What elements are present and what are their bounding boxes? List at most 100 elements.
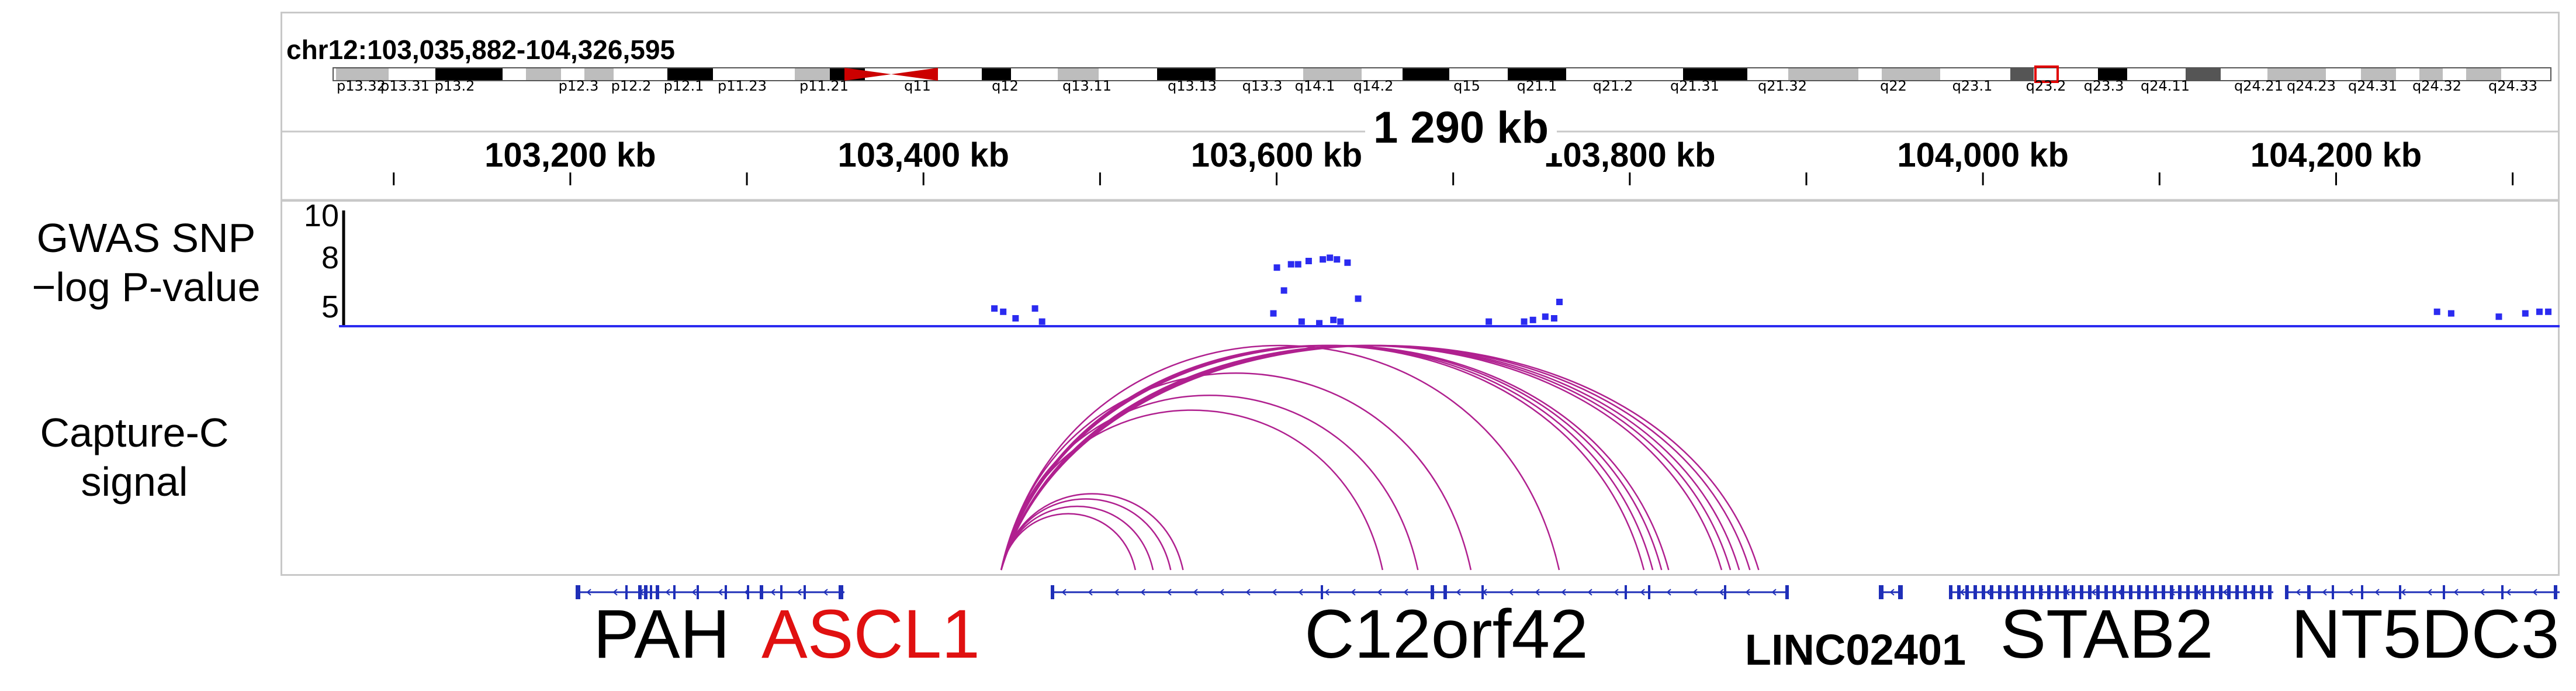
gwas-snp-point[interactable] [2522, 310, 2529, 317]
gene-nt5dc3[interactable]: NT5DC3 [2291, 596, 2560, 673]
cytoband [584, 68, 614, 80]
ytick-5: 5 [321, 289, 339, 324]
gwas-snp-point[interactable] [1000, 308, 1007, 315]
gwas-scatter[interactable] [281, 202, 2560, 336]
cytoband-label: q21.1 [1516, 78, 1557, 94]
ruler-label: 104,000 kb [1897, 136, 2069, 174]
cytoband [1642, 68, 1683, 80]
gene-model-ascl1[interactable] [839, 585, 844, 599]
gwas-snp-point[interactable] [2447, 310, 2454, 317]
cytoband-label: q21.32 [1758, 78, 1807, 94]
gwas-snp-point[interactable] [1334, 256, 1341, 263]
gwas-snp-point[interactable] [1305, 258, 1312, 264]
gene-model-nt5dc3[interactable] [2285, 585, 2560, 599]
gwas-snp-point[interactable] [1344, 259, 1351, 266]
cytoband [1508, 68, 1566, 80]
capturec-track-label: Capture-C signal [12, 408, 257, 506]
ytick-10: 10 [303, 198, 339, 233]
cytoband [1882, 68, 1940, 80]
capturec-arc[interactable] [1000, 344, 1663, 571]
cytoband [2010, 68, 2034, 80]
cytoband [2443, 68, 2466, 80]
capturec-arc[interactable] [1000, 344, 1723, 571]
gwas-snp-point[interactable] [2495, 313, 2502, 320]
gwas-snp-point[interactable] [1298, 318, 1305, 325]
gene-stab2[interactable]: STAB2 [2000, 596, 2214, 673]
gwas-snp-point[interactable] [1355, 295, 1362, 302]
cytoband-label: p13.2 [434, 78, 475, 94]
gene-model-pah[interactable] [576, 585, 842, 599]
cytoband-label: p12.2 [611, 78, 652, 94]
ruler-ticks [393, 172, 2514, 185]
gwas-snp-point[interactable] [1287, 261, 1294, 268]
locus-label[interactable]: chr12:103,035,882-104,326,595 [286, 34, 676, 65]
capturec-arc[interactable] [1000, 493, 1184, 571]
cytoband [2396, 68, 2419, 80]
gwas-snp-point[interactable] [1316, 320, 1323, 327]
capturec-arc[interactable] [1000, 395, 1419, 571]
ruler-label: 103,600 kb [1190, 136, 1363, 174]
gwas-snp-point[interactable] [1012, 315, 1019, 322]
capturec-arc[interactable] [1000, 344, 1645, 571]
capturec-arc[interactable] [1000, 344, 1751, 571]
gwas-snp-point[interactable] [1280, 287, 1287, 294]
gene-model-linc02401[interactable] [1879, 585, 1903, 599]
gene-linc02401[interactable]: LINC02401 [1744, 626, 1966, 674]
cytoband [526, 68, 561, 80]
ytick-8: 8 [321, 240, 339, 275]
gwas-snp-point[interactable] [1294, 261, 1301, 268]
gene-model-stab2[interactable] [1949, 585, 2273, 599]
capturec-label-line2: signal [81, 459, 188, 505]
cytoband-label: q13.13 [1168, 78, 1217, 94]
chromosome-ideogram[interactable] [281, 65, 2560, 89]
gwas-snp-point[interactable] [1521, 318, 1528, 325]
current-region-marker[interactable] [2034, 65, 2059, 83]
gwas-snp-point[interactable] [1038, 318, 1045, 325]
gwas-snp-point[interactable] [1273, 264, 1280, 271]
gene-model-c12orf42[interactable] [1051, 585, 1789, 599]
cytoband-label: q23.3 [2083, 78, 2124, 94]
gwas-snp-point[interactable] [1270, 310, 1277, 317]
cytoband [1747, 68, 1788, 80]
capturec-arc[interactable] [1000, 344, 1740, 571]
cytoband-label: q24.32 [2412, 78, 2461, 94]
cytoband-label: q14.2 [1353, 78, 1394, 94]
capturec-arc[interactable] [1000, 344, 1760, 571]
gwas-snp-point[interactable] [2545, 308, 2552, 315]
capturec-arc[interactable] [1000, 344, 1732, 571]
gwas-snp-point[interactable] [1031, 305, 1038, 312]
capturec-arc[interactable] [1000, 513, 1137, 571]
gwas-snp-point[interactable] [1327, 254, 1334, 261]
gene-c12orf42[interactable]: C12orf42 [1304, 596, 1588, 673]
cytoband [1566, 68, 1642, 80]
capturec-arc[interactable] [1000, 344, 1560, 571]
capturec-arc[interactable] [1000, 372, 1472, 571]
cytoband [2267, 68, 2326, 80]
gwas-snp-point[interactable] [991, 305, 998, 312]
gene-ascl1[interactable]: ASCL1 [761, 596, 980, 673]
cytoband [614, 68, 667, 80]
cytoband [1788, 68, 1858, 80]
capturec-arc[interactable] [1000, 409, 1384, 571]
gene-pah[interactable]: PAH [593, 596, 730, 673]
cytoband [2501, 68, 2548, 80]
gwas-snp-point[interactable] [1330, 316, 1337, 323]
cytoband-label: p13.32 [337, 78, 386, 94]
cytoband-label: p11.21 [799, 78, 849, 94]
gwas-snp-point[interactable] [1529, 316, 1536, 323]
gwas-snp-point[interactable] [1550, 315, 1557, 322]
capturec-arc[interactable] [1000, 344, 1654, 571]
cytoband-label: p12.3 [558, 78, 599, 94]
gwas-snp-point[interactable] [1486, 318, 1493, 325]
capturec-arcs[interactable] [281, 327, 2560, 573]
gene-track[interactable] [281, 582, 2560, 605]
gwas-label-line1: GWAS SNP [36, 215, 256, 261]
gwas-snp-point[interactable] [2536, 308, 2543, 315]
gwas-snp-point[interactable] [2433, 308, 2440, 315]
gwas-snp-point[interactable] [1542, 313, 1549, 320]
cytoband [389, 68, 435, 80]
gwas-snp-point[interactable] [1320, 256, 1327, 263]
gwas-snp-point[interactable] [1337, 318, 1344, 325]
gwas-snp-point[interactable] [1556, 299, 1563, 305]
cytoband-label: q13.11 [1062, 78, 1112, 94]
